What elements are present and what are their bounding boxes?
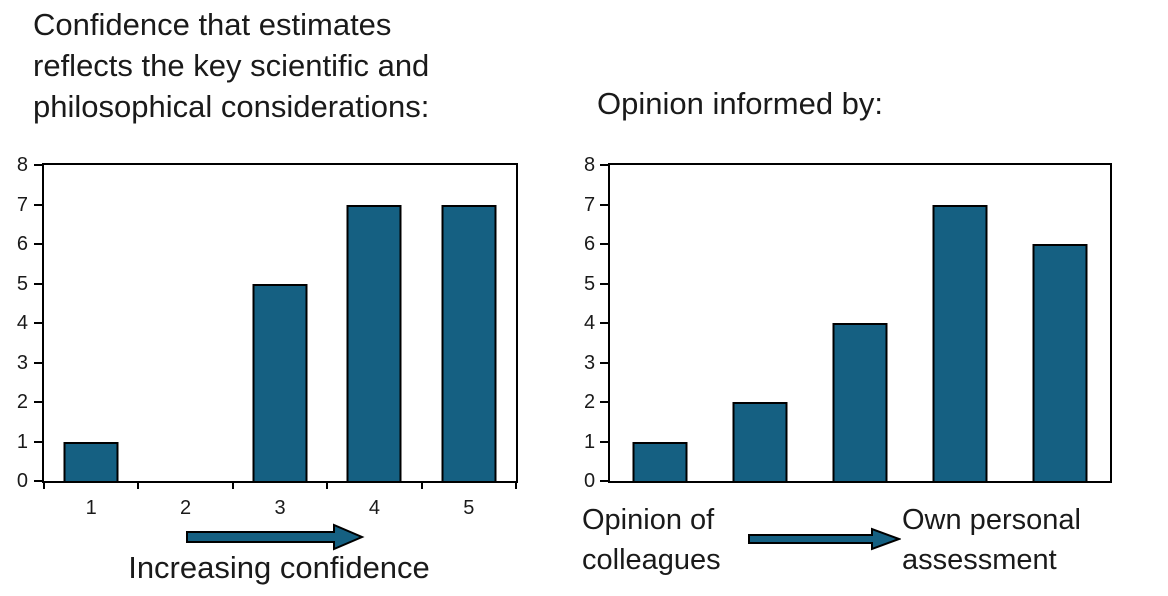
confidence-chart-title-line2: reflects the key scientific and <box>33 48 430 83</box>
y-axis-tick-mark <box>600 480 608 482</box>
y-axis-tick-label: 2 <box>584 391 596 413</box>
y-axis-tick-mark <box>34 203 42 206</box>
y-axis-tick-mark <box>34 401 42 403</box>
y-axis-tick-mark <box>34 480 42 482</box>
y-axis-tick-mark <box>34 282 42 285</box>
y-axis-tick-label: 8 <box>584 154 596 176</box>
opinion-chart-group: Opinion informed by: Opinion of colleagu… <box>582 0 1168 596</box>
y-axis-tick-label: 7 <box>16 193 28 216</box>
x-axis-tick-mark <box>515 481 517 489</box>
x-axis-tick-label: 1 <box>85 497 97 519</box>
y-axis-tick-label: 7 <box>584 193 596 216</box>
confidence-chart-title: Confidence that estimates reflects the k… <box>33 4 429 127</box>
x-axis-tick-mark <box>420 481 423 489</box>
y-axis-tick-label: 0 <box>584 470 596 492</box>
y-axis-tick-mark <box>34 164 42 166</box>
y-axis-tick-mark <box>600 203 608 206</box>
x-axis-tick-label: 5 <box>463 497 475 519</box>
y-axis-tick-label: 5 <box>584 272 596 295</box>
y-axis-tick-label: 1 <box>16 430 28 453</box>
y-axis-tick-label: 6 <box>584 233 596 255</box>
y-axis-tick-label: 6 <box>16 233 28 255</box>
bar-4 <box>346 204 402 481</box>
y-axis-tick-mark <box>34 322 42 324</box>
opinion-chart-title: Opinion informed by: <box>597 86 884 121</box>
confidence-chart-title-line1: Confidence that estimates <box>33 7 392 42</box>
y-axis-tick-label: 2 <box>16 391 28 413</box>
y-axis-tick-mark <box>600 401 608 403</box>
bar-3 <box>252 283 308 481</box>
y-axis-tick-mark <box>600 282 608 285</box>
confidence-chart-title-line3: philosophical considerations: <box>33 89 430 124</box>
y-axis-tick-mark <box>600 164 608 166</box>
opinion-of-colleagues-label: Opinion of colleagues <box>582 504 721 576</box>
y-axis-tick-label: 3 <box>16 351 28 374</box>
y-axis-tick-mark <box>34 440 42 443</box>
y-axis-tick-mark <box>600 243 608 245</box>
x-axis-tick-label: 2 <box>180 497 192 519</box>
x-axis-tick-mark <box>231 481 234 489</box>
bar-1 <box>632 441 688 481</box>
bar-1 <box>63 441 119 481</box>
y-axis-tick-label: 4 <box>16 312 28 334</box>
increasing-confidence-label: Increasing confidence <box>128 550 430 585</box>
y-axis-tick-label: 0 <box>16 470 28 492</box>
opinion-bar-plot <box>608 163 1112 483</box>
bar-4 <box>932 204 988 481</box>
own-personal-assessment-label: Own personal assessment <box>902 504 1081 576</box>
y-axis-tick-mark <box>34 243 42 245</box>
y-axis-tick-mark <box>600 361 608 364</box>
confidence-bar-plot <box>42 163 518 483</box>
x-axis-tick-mark <box>326 481 329 489</box>
bar-2 <box>732 402 788 481</box>
x-axis-tick-label: 4 <box>368 497 380 519</box>
y-axis-tick-label: 4 <box>584 312 596 334</box>
bar-5 <box>1032 244 1088 481</box>
bar-5 <box>441 204 497 481</box>
y-axis-tick-label: 8 <box>16 154 28 176</box>
colleagues-to-personal-arrow-icon <box>748 527 901 551</box>
y-axis-tick-mark <box>600 440 608 443</box>
confidence-chart-group: Confidence that estimates reflects the k… <box>0 0 545 596</box>
bar-3 <box>832 323 888 481</box>
increasing-confidence-arrow-icon <box>186 523 365 551</box>
y-axis-tick-label: 1 <box>584 430 596 453</box>
y-axis-tick-mark <box>34 361 42 364</box>
y-axis-tick-label: 5 <box>16 272 28 295</box>
y-axis-tick-label: 3 <box>584 351 596 374</box>
y-axis-tick-mark <box>600 322 608 324</box>
x-axis-tick-mark <box>43 481 45 489</box>
x-axis-tick-label: 3 <box>274 497 286 519</box>
x-axis-tick-mark <box>137 481 140 489</box>
